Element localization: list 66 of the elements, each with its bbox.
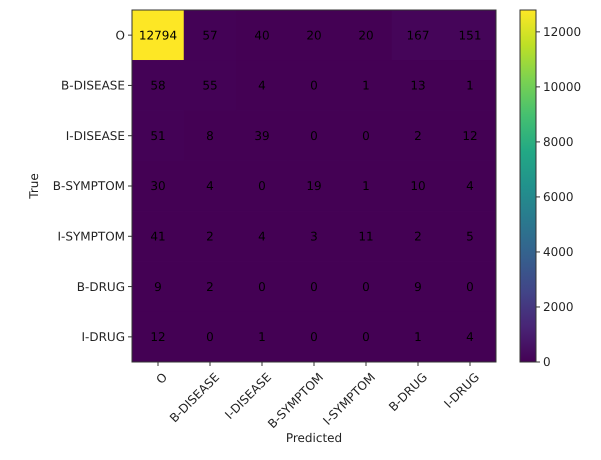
y-tick-label: I-DISEASE <box>66 128 125 143</box>
data-label: 151 <box>458 28 482 42</box>
x-tick-label: O <box>153 370 170 387</box>
data-label: 13 <box>410 78 426 93</box>
color-bar-label: 12000 <box>543 25 582 40</box>
color-bar-label: 6000 <box>543 190 574 204</box>
data-label: 39 <box>254 128 270 143</box>
data-label: 2 <box>414 128 422 143</box>
data-label: 30 <box>150 179 166 194</box>
data-label: 1 <box>362 179 370 194</box>
data-label: 1 <box>466 78 474 93</box>
data-label: 4 <box>466 179 474 194</box>
color-bar-label: 4000 <box>543 245 574 260</box>
data-label: 0 <box>310 280 318 294</box>
y-tick-label: B-DISEASE <box>61 78 125 93</box>
data-label: 0 <box>258 179 266 194</box>
color-bar-label: 10000 <box>543 80 582 94</box>
y-tick-label: O <box>116 28 125 42</box>
data-label: 57 <box>202 28 218 42</box>
color-bar-label: 0 <box>543 355 551 370</box>
data-label: 4 <box>258 78 266 93</box>
data-label: 8 <box>206 128 214 143</box>
data-label: 41 <box>150 229 166 244</box>
data-label: 12794 <box>138 28 178 42</box>
y-tick-label: I-SYMPTOM <box>57 229 125 244</box>
data-label: 4 <box>258 229 266 244</box>
data-label: 55 <box>202 78 218 93</box>
data-label: 12 <box>150 330 166 344</box>
data-label: 0 <box>466 280 474 294</box>
data-label: 51 <box>150 128 166 143</box>
color-bar-label: 2000 <box>543 300 574 314</box>
data-label: 5 <box>466 229 474 244</box>
x-axis-title: Predicted <box>286 431 342 445</box>
data-label: 0 <box>310 128 318 143</box>
data-label: 167 <box>406 28 430 42</box>
data-label: 3 <box>310 229 318 244</box>
data-label: 0 <box>310 330 318 344</box>
data-label: 20 <box>306 28 322 42</box>
data-label: 0 <box>362 330 370 344</box>
data-label: 9 <box>414 280 422 294</box>
data-label: 12 <box>462 128 478 143</box>
y-tick-label: B-SYMPTOM <box>52 179 125 194</box>
data-label: 20 <box>358 28 374 42</box>
data-label: 19 <box>306 179 322 194</box>
y-axis-title: True <box>27 173 41 200</box>
data-label: 2 <box>206 280 214 294</box>
data-label: 0 <box>206 330 214 344</box>
data-label: 4 <box>206 179 214 194</box>
data-label: 40 <box>254 28 270 42</box>
data-label: 2 <box>206 229 214 244</box>
data-label: 0 <box>362 128 370 143</box>
data-label: 9 <box>154 280 162 294</box>
y-tick-label: B-DRUG <box>76 280 125 294</box>
data-label: 0 <box>310 78 318 93</box>
data-label: 11 <box>358 229 374 244</box>
data-label: 0 <box>258 280 266 294</box>
data-label: 10 <box>410 179 426 194</box>
data-label: 4 <box>466 330 474 344</box>
data-label: 58 <box>150 78 166 93</box>
data-label: 0 <box>362 280 370 294</box>
y-tick-label: I-DRUG <box>81 330 125 344</box>
color-bar-label: 8000 <box>543 135 574 150</box>
data-label: 1 <box>258 330 266 344</box>
data-label: 1 <box>414 330 422 344</box>
data-label: 1 <box>362 78 370 93</box>
data-label: 2 <box>414 229 422 244</box>
